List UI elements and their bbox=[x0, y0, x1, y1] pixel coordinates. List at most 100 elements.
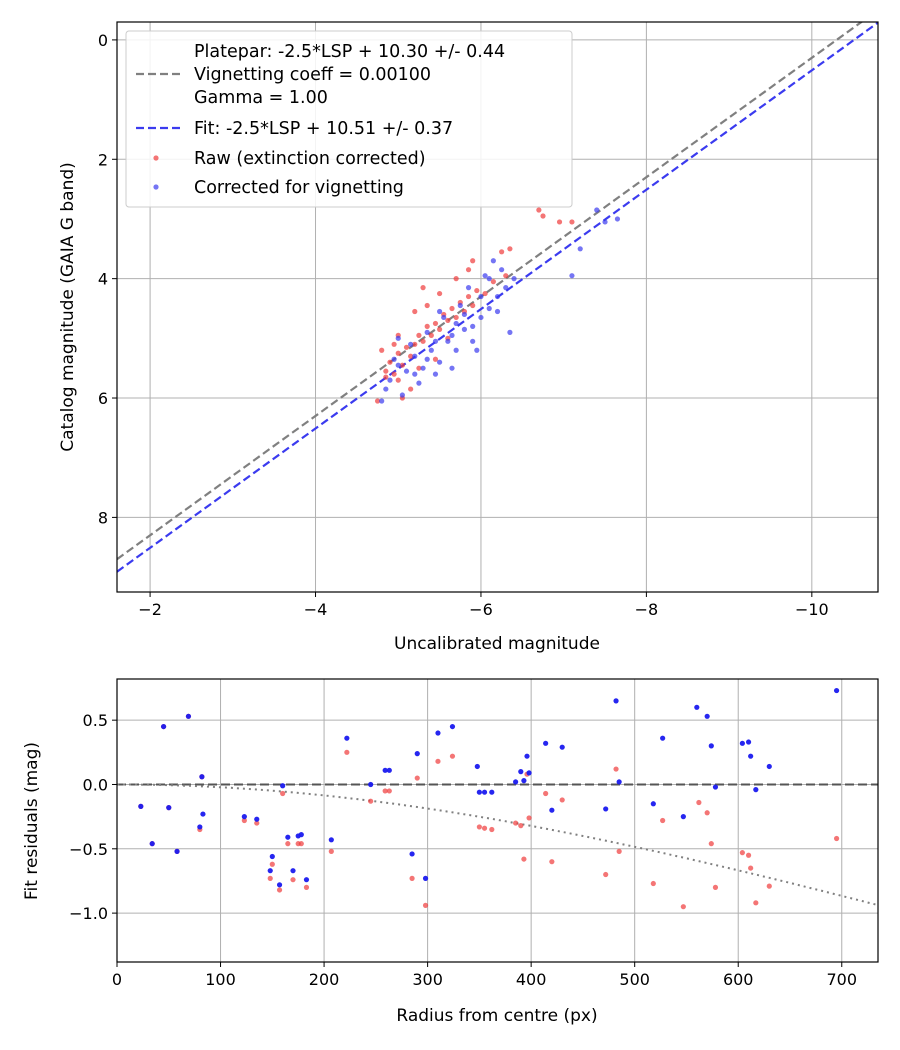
corrected-point bbox=[441, 314, 447, 321]
residual-corrected-point bbox=[409, 851, 415, 857]
residual-raw-point bbox=[559, 797, 565, 803]
residual-corrected-point bbox=[276, 882, 283, 888]
raw-point bbox=[412, 308, 418, 315]
residual-corrected-point bbox=[481, 789, 488, 795]
residual-corrected-point bbox=[267, 868, 273, 874]
raw-point bbox=[474, 287, 480, 294]
residual-corrected-point bbox=[708, 743, 714, 749]
residual-corrected-point bbox=[199, 774, 205, 780]
bottom-x-tick-label: 300 bbox=[412, 970, 443, 989]
residual-raw-point bbox=[526, 815, 532, 821]
residual-raw-point bbox=[409, 875, 415, 881]
corrected-point bbox=[395, 362, 401, 368]
corrected-point bbox=[449, 332, 455, 338]
residual-corrected-point bbox=[138, 803, 144, 809]
corrected-point bbox=[478, 293, 484, 300]
top-x-axis-label: Uncalibrated magnitude bbox=[394, 634, 600, 654]
platepar-line bbox=[117, 22, 864, 561]
corrected-point bbox=[470, 323, 476, 329]
residual-raw-point bbox=[680, 904, 686, 910]
corrected-point bbox=[486, 305, 492, 312]
corrected-point bbox=[424, 329, 430, 335]
residual-raw-point bbox=[276, 887, 283, 893]
corrected-point bbox=[445, 338, 451, 344]
corrected-point bbox=[449, 365, 455, 371]
residual-raw-point bbox=[489, 826, 495, 833]
residual-corrected-point bbox=[489, 789, 495, 795]
residual-corrected-point bbox=[197, 824, 203, 830]
residual-raw-point bbox=[481, 825, 488, 831]
top-x-tick-label: −10 bbox=[795, 600, 829, 619]
residual-raw-point bbox=[298, 841, 304, 847]
raw-point bbox=[416, 365, 422, 371]
residual-corrected-point bbox=[344, 735, 350, 741]
raw-point bbox=[387, 359, 393, 365]
top-y-tick-label: 0 bbox=[98, 31, 108, 50]
legend: Platepar: -2.5*LSP + 10.30 +/- 0.44 Vign… bbox=[125, 30, 573, 208]
residual-raw-point bbox=[753, 900, 759, 906]
bottom-y-axis-label: Fit residuals (mag) bbox=[22, 742, 42, 900]
legend-corrected-marker bbox=[153, 184, 159, 190]
residual-corrected-point bbox=[285, 834, 291, 840]
corrected-point bbox=[453, 347, 459, 353]
residual-raw-point bbox=[280, 790, 286, 797]
corrected-point bbox=[470, 338, 476, 344]
residual-corrected-point bbox=[382, 767, 388, 773]
residual-corrected-point bbox=[748, 753, 754, 759]
corrected-point bbox=[387, 377, 393, 383]
corrected-point bbox=[482, 273, 488, 279]
raw-point bbox=[408, 386, 414, 392]
raw-point bbox=[408, 353, 414, 359]
corrected-point bbox=[412, 353, 418, 359]
raw-point bbox=[503, 273, 509, 279]
bottom-y-tick-label: 0.5 bbox=[83, 711, 108, 730]
corrected-point bbox=[577, 246, 583, 252]
bottom-x-tick-label: 100 bbox=[205, 970, 236, 989]
residual-raw-point bbox=[285, 841, 291, 847]
residual-raw-point bbox=[241, 817, 247, 824]
corrected-point bbox=[432, 338, 439, 344]
raw-point bbox=[395, 377, 401, 383]
corrected-point bbox=[511, 276, 517, 282]
residual-corrected-point bbox=[521, 778, 527, 784]
raw-point bbox=[453, 314, 459, 321]
raw-point bbox=[556, 219, 563, 225]
legend-corrected-label: Corrected for vignetting bbox=[194, 178, 404, 198]
residual-corrected-point bbox=[298, 832, 304, 838]
corrected-point bbox=[474, 347, 480, 353]
corrected-point bbox=[457, 302, 463, 309]
residual-corrected-point bbox=[650, 801, 656, 807]
residual-raw-point bbox=[712, 884, 719, 890]
residual-corrected-point bbox=[269, 853, 275, 860]
residual-corrected-point bbox=[280, 783, 286, 789]
raw-point bbox=[449, 305, 455, 312]
bottom-x-tick-label: 500 bbox=[619, 970, 650, 989]
residual-raw-point bbox=[290, 877, 296, 883]
corrected-point bbox=[503, 285, 509, 291]
raw-point bbox=[445, 317, 451, 324]
top-x-tick-label: −2 bbox=[138, 600, 162, 619]
residual-raw-point bbox=[739, 850, 745, 856]
residual-corrected-point bbox=[559, 744, 565, 750]
residual-raw-point bbox=[518, 823, 524, 829]
raw-point bbox=[391, 341, 397, 347]
top-y-axis-label: Catalog magnitude (GAIA G band) bbox=[58, 162, 78, 452]
residual-raw-point bbox=[435, 758, 441, 764]
top-x-tick-label: −6 bbox=[469, 600, 493, 619]
bottom-x-tick-label: 400 bbox=[516, 970, 547, 989]
residual-raw-point bbox=[748, 865, 754, 871]
residual-raw-point bbox=[254, 820, 260, 826]
residual-raw-point bbox=[543, 790, 549, 797]
residual-raw-point bbox=[833, 835, 840, 842]
residual-raw-point bbox=[521, 856, 527, 862]
bottom-chart: 0 100 200 300 400 500 600 700 0.5 0.0 −0.5 −1.0 Rad… bbox=[22, 678, 879, 1026]
residual-corrected-point bbox=[386, 767, 392, 773]
corrected-point bbox=[420, 365, 426, 371]
raw-point bbox=[428, 332, 434, 338]
residual-corrected-point bbox=[753, 787, 759, 793]
raw-point bbox=[436, 326, 443, 332]
raw-point bbox=[395, 350, 401, 356]
residual-corrected-point bbox=[660, 735, 666, 741]
corrected-point bbox=[569, 273, 575, 279]
bottom-y-tick-label: 0.0 bbox=[83, 775, 108, 794]
